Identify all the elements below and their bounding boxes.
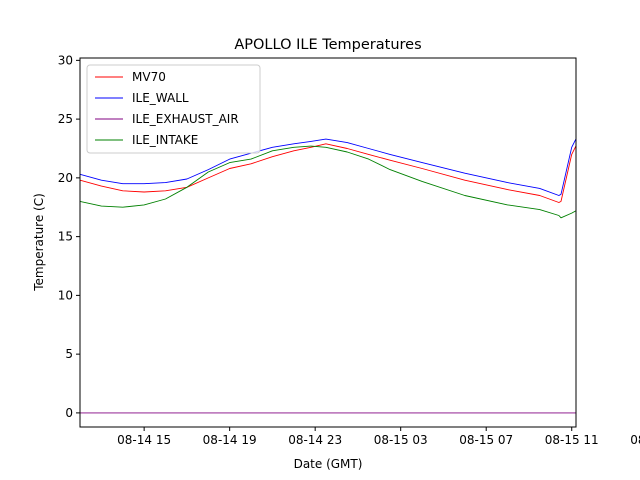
x-tick-label: 08-15 15 <box>630 433 640 447</box>
series-line-mv70 <box>80 143 576 203</box>
y-axis-label: Temperature (C) <box>32 193 46 292</box>
legend: MV70 ILE_WALL ILE_EXHAUST_AIR ILE_INTAKE <box>86 64 261 154</box>
x-tick-label: 08-14 19 <box>203 433 257 447</box>
x-axis-label: Date (GMT) <box>294 457 363 471</box>
legend-box <box>86 64 261 154</box>
x-tick-label: 08-15 11 <box>545 433 599 447</box>
y-tick-label: 30 <box>58 53 73 67</box>
chart-title: APOLLO ILE Temperatures <box>234 37 421 53</box>
legend-label-ile-wall: ILE_WALL <box>132 91 189 105</box>
y-tick-label: 10 <box>58 288 73 302</box>
legend-label-mv70: MV70 <box>132 70 166 84</box>
y-axis: 0 5 10 15 20 25 30 <box>58 53 80 420</box>
plot-frame <box>79 57 577 428</box>
x-axis: 08-14 15 08-14 19 08-14 23 08-15 03 08-15 07… <box>117 427 640 447</box>
legend-label-ile-exhaust-air: ILE_EXHAUST_AIR <box>132 112 239 126</box>
y-tick-label: 5 <box>65 347 73 361</box>
series-line-ile-wall <box>80 137 576 196</box>
series-layer <box>80 137 576 414</box>
x-tick-label: 08-14 23 <box>288 433 342 447</box>
y-tick-label: 25 <box>58 112 73 126</box>
series-line-ile-intake <box>80 145 576 219</box>
x-tick-label: 08-14 15 <box>117 433 171 447</box>
legend-label-ile-intake: ILE_INTAKE <box>132 133 198 147</box>
y-tick-label: 20 <box>58 171 73 185</box>
x-tick-label: 08-15 07 <box>459 433 513 447</box>
x-tick-label: 08-15 03 <box>374 433 428 447</box>
y-tick-label: 15 <box>58 230 73 244</box>
y-tick-label: 0 <box>65 406 73 420</box>
